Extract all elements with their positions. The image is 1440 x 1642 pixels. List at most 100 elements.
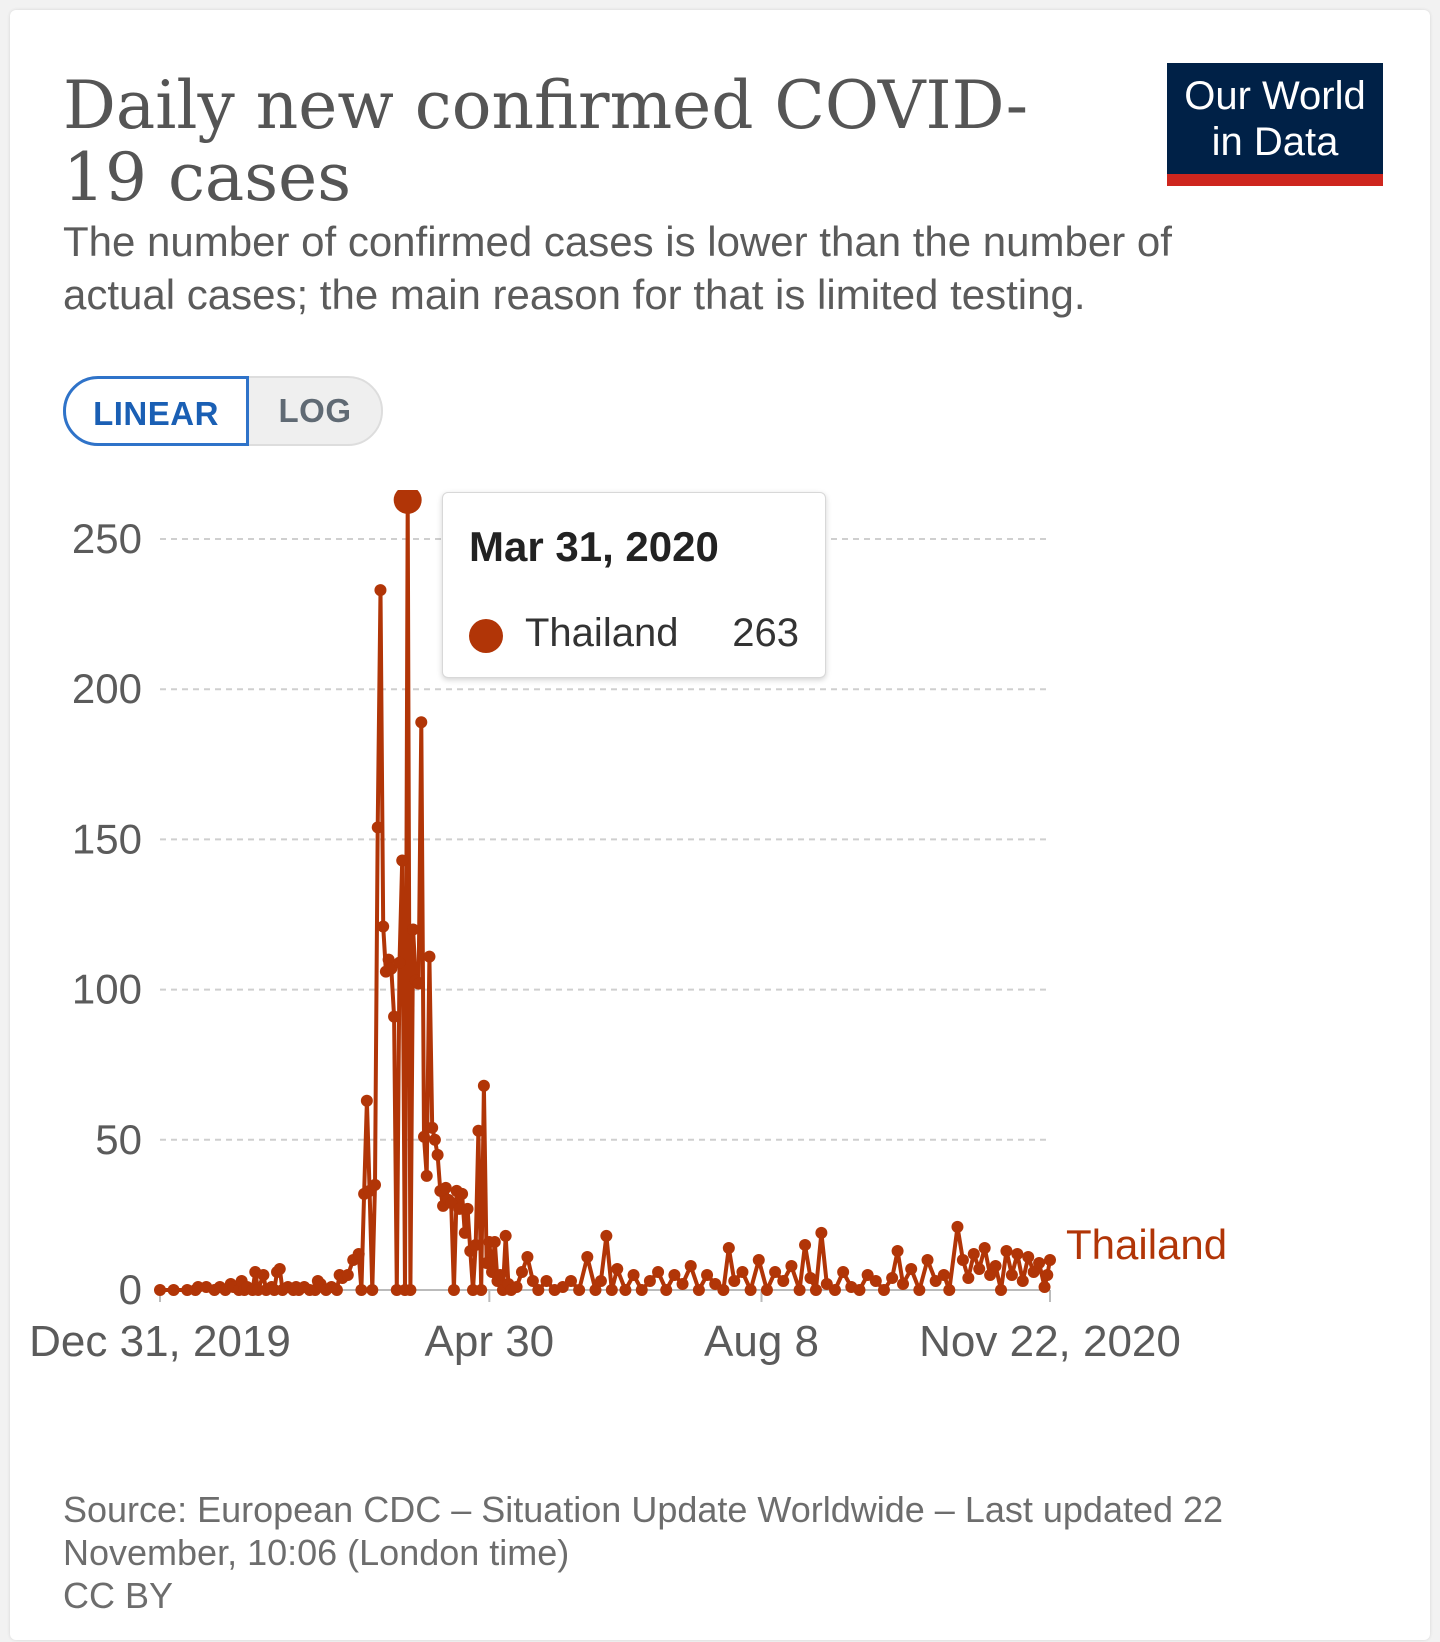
data-point [962, 1271, 975, 1284]
data-point [1033, 1256, 1046, 1269]
y-tick-label: 200 [72, 665, 142, 712]
logo-line-2: in Data [1211, 119, 1339, 164]
data-point [431, 1148, 444, 1161]
data-point [913, 1284, 926, 1296]
data-point [564, 1274, 577, 1287]
data-point [426, 1121, 439, 1134]
data-point [257, 1268, 270, 1281]
data-point [684, 1259, 697, 1272]
data-point [635, 1284, 648, 1296]
data-point [439, 1181, 452, 1194]
scale-toggle: LINEAR LOG [63, 376, 383, 446]
data-point [352, 1247, 365, 1260]
data-point [804, 1271, 817, 1284]
data-point [728, 1274, 741, 1287]
license-link[interactable]: CC BY [63, 1575, 174, 1616]
tooltip-series-name: Thailand [525, 611, 679, 655]
data-point [619, 1284, 632, 1296]
data-point [377, 920, 390, 933]
data-point [943, 1284, 956, 1296]
data-point [1027, 1265, 1040, 1278]
data-point [676, 1277, 689, 1290]
linear-scale-button[interactable]: LINEAR [63, 376, 249, 446]
data-point [1022, 1250, 1035, 1263]
data-point [396, 854, 409, 867]
data-point [447, 1284, 460, 1296]
data-point [1011, 1247, 1024, 1260]
data-point [995, 1284, 1008, 1296]
data-point [388, 1010, 401, 1023]
data-point [769, 1265, 782, 1278]
data-point [605, 1284, 618, 1296]
data-point [594, 1274, 607, 1287]
data-point [589, 1284, 602, 1296]
data-point [510, 1280, 523, 1293]
data-point [393, 956, 406, 969]
data-point [540, 1274, 553, 1287]
data-point [154, 1284, 166, 1296]
data-point [428, 1133, 441, 1146]
series-end-label: Thailand [1066, 1221, 1227, 1268]
x-tick-label: Dec 31, 2019 [29, 1317, 291, 1366]
data-point [407, 923, 420, 936]
data-point [167, 1284, 180, 1296]
data-point [477, 1079, 490, 1092]
tooltip-date: Mar 31, 2020 [469, 523, 719, 570]
data-point [937, 1268, 950, 1281]
data-point [330, 1284, 343, 1296]
data-point [956, 1253, 969, 1266]
data-point [660, 1284, 673, 1296]
data-point [717, 1284, 730, 1296]
log-scale-button[interactable]: LOG [278, 392, 352, 429]
chart-subtitle: The number of confirmed cases is lower t… [63, 218, 1172, 318]
chart-title: Daily new confirmed COVID-19 cases [63, 67, 1029, 216]
data-point [573, 1284, 586, 1296]
data-point [1041, 1268, 1054, 1281]
data-point [1000, 1244, 1013, 1257]
data-point [532, 1284, 545, 1296]
data-point [736, 1265, 749, 1278]
data-point [499, 1229, 512, 1242]
data-point [600, 1229, 613, 1242]
data-point [967, 1247, 980, 1260]
data-point [1044, 1253, 1056, 1266]
data-point [668, 1268, 681, 1281]
data-point [891, 1244, 904, 1257]
data-point [366, 1284, 379, 1296]
data-point [475, 1284, 488, 1296]
data-point [341, 1268, 354, 1281]
data-point [420, 1169, 433, 1182]
y-tick-label: 0 [119, 1266, 142, 1313]
data-point [837, 1265, 850, 1278]
data-point [371, 821, 384, 834]
data-point [521, 1250, 534, 1263]
data-point [869, 1274, 882, 1287]
data-point [652, 1265, 665, 1278]
data-point [752, 1253, 765, 1266]
data-point [472, 1124, 485, 1137]
data-point [627, 1268, 640, 1281]
data-point [469, 1238, 482, 1251]
data-point [494, 1268, 507, 1281]
data-point [458, 1226, 471, 1239]
data-point [886, 1271, 899, 1284]
data-point [418, 1130, 431, 1143]
owid-logo[interactable]: Our World in Data [1167, 63, 1383, 186]
line-chart[interactable]: 0 50 100 150 200 250 Dec 31, 2019 Apr 30 Aug 8 No… [10, 490, 1430, 1430]
data-point [461, 1202, 474, 1215]
data-point [921, 1253, 934, 1266]
data-point [777, 1274, 790, 1287]
source-text: Source: European CDC – Situation Update … [63, 1489, 1224, 1573]
data-point [488, 1235, 501, 1248]
data-point [1038, 1280, 1051, 1293]
highlighted-data-point [393, 490, 422, 514]
chart-card: Daily new confirmed COVID-19 cases The n… [10, 10, 1430, 1640]
data-point [412, 977, 425, 990]
data-point [897, 1277, 910, 1290]
logo-line-1: Our World [1184, 73, 1366, 118]
data-point [905, 1262, 918, 1275]
data-point [692, 1284, 705, 1296]
data-point [809, 1284, 822, 1296]
data-point [951, 1220, 964, 1233]
data-point [382, 953, 395, 966]
